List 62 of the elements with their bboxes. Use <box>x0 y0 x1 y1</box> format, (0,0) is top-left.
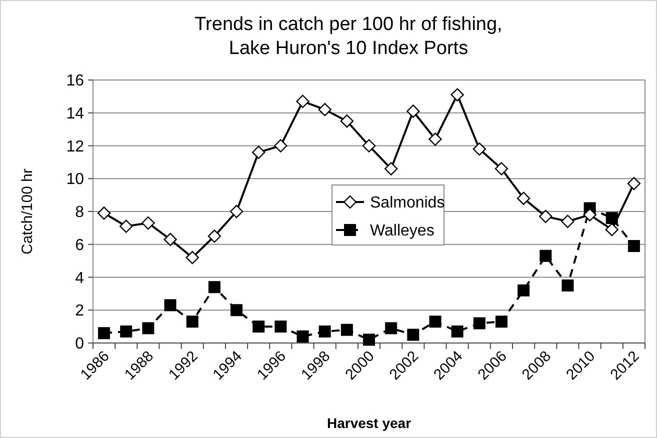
point <box>97 206 111 220</box>
y-tick-label: 4 <box>75 270 84 287</box>
point <box>98 327 110 340</box>
point <box>230 304 243 316</box>
y-tick-label: 10 <box>66 171 84 188</box>
point <box>450 88 464 102</box>
point <box>562 279 574 292</box>
point <box>120 220 133 233</box>
y-tick-label: 8 <box>75 204 84 222</box>
y-tick-label: 0 <box>75 336 84 353</box>
point <box>230 204 244 218</box>
y-tick-label: 6 <box>75 236 84 254</box>
point <box>385 322 398 334</box>
legend-label: Salmonids <box>370 194 445 212</box>
point <box>539 210 552 224</box>
point <box>296 94 310 108</box>
point <box>494 162 508 176</box>
point <box>340 114 354 128</box>
point <box>384 162 398 176</box>
chart-title: Trends in catch per 100 hr of fishing, Lake Huron's 10 Index Ports <box>194 14 502 59</box>
point <box>274 320 287 333</box>
point <box>252 146 266 159</box>
point <box>628 240 640 252</box>
point <box>495 316 508 328</box>
point <box>583 208 596 222</box>
point <box>340 324 353 336</box>
y-tick-label: 2 <box>75 302 84 320</box>
point <box>406 104 420 118</box>
point <box>208 281 220 294</box>
point <box>296 330 309 342</box>
point <box>274 139 288 152</box>
point <box>627 176 641 190</box>
point <box>142 322 154 334</box>
point <box>561 214 574 228</box>
y-tick-label: 16 <box>66 72 84 90</box>
point <box>472 142 486 156</box>
point <box>252 320 265 333</box>
point <box>516 192 530 205</box>
point <box>363 334 375 346</box>
y-axis-title: Catch/100 hr <box>19 168 36 254</box>
point <box>451 325 464 338</box>
point <box>605 222 618 236</box>
point <box>318 325 331 338</box>
point <box>208 230 222 243</box>
point <box>186 316 198 328</box>
y-tick-label: 14 <box>66 105 84 122</box>
y-tick-label: 12 <box>66 138 84 156</box>
point <box>318 102 332 116</box>
point <box>186 250 199 264</box>
point <box>540 250 552 262</box>
point <box>428 132 442 146</box>
legend-label: Walleyes <box>370 222 434 240</box>
point <box>518 284 530 296</box>
point <box>142 216 155 230</box>
point <box>120 325 132 338</box>
point <box>164 299 176 312</box>
point <box>407 328 420 341</box>
point <box>473 317 486 330</box>
point <box>362 139 376 152</box>
point <box>164 232 177 246</box>
point <box>429 316 442 328</box>
x-axis-title: Harvest year <box>326 415 412 431</box>
